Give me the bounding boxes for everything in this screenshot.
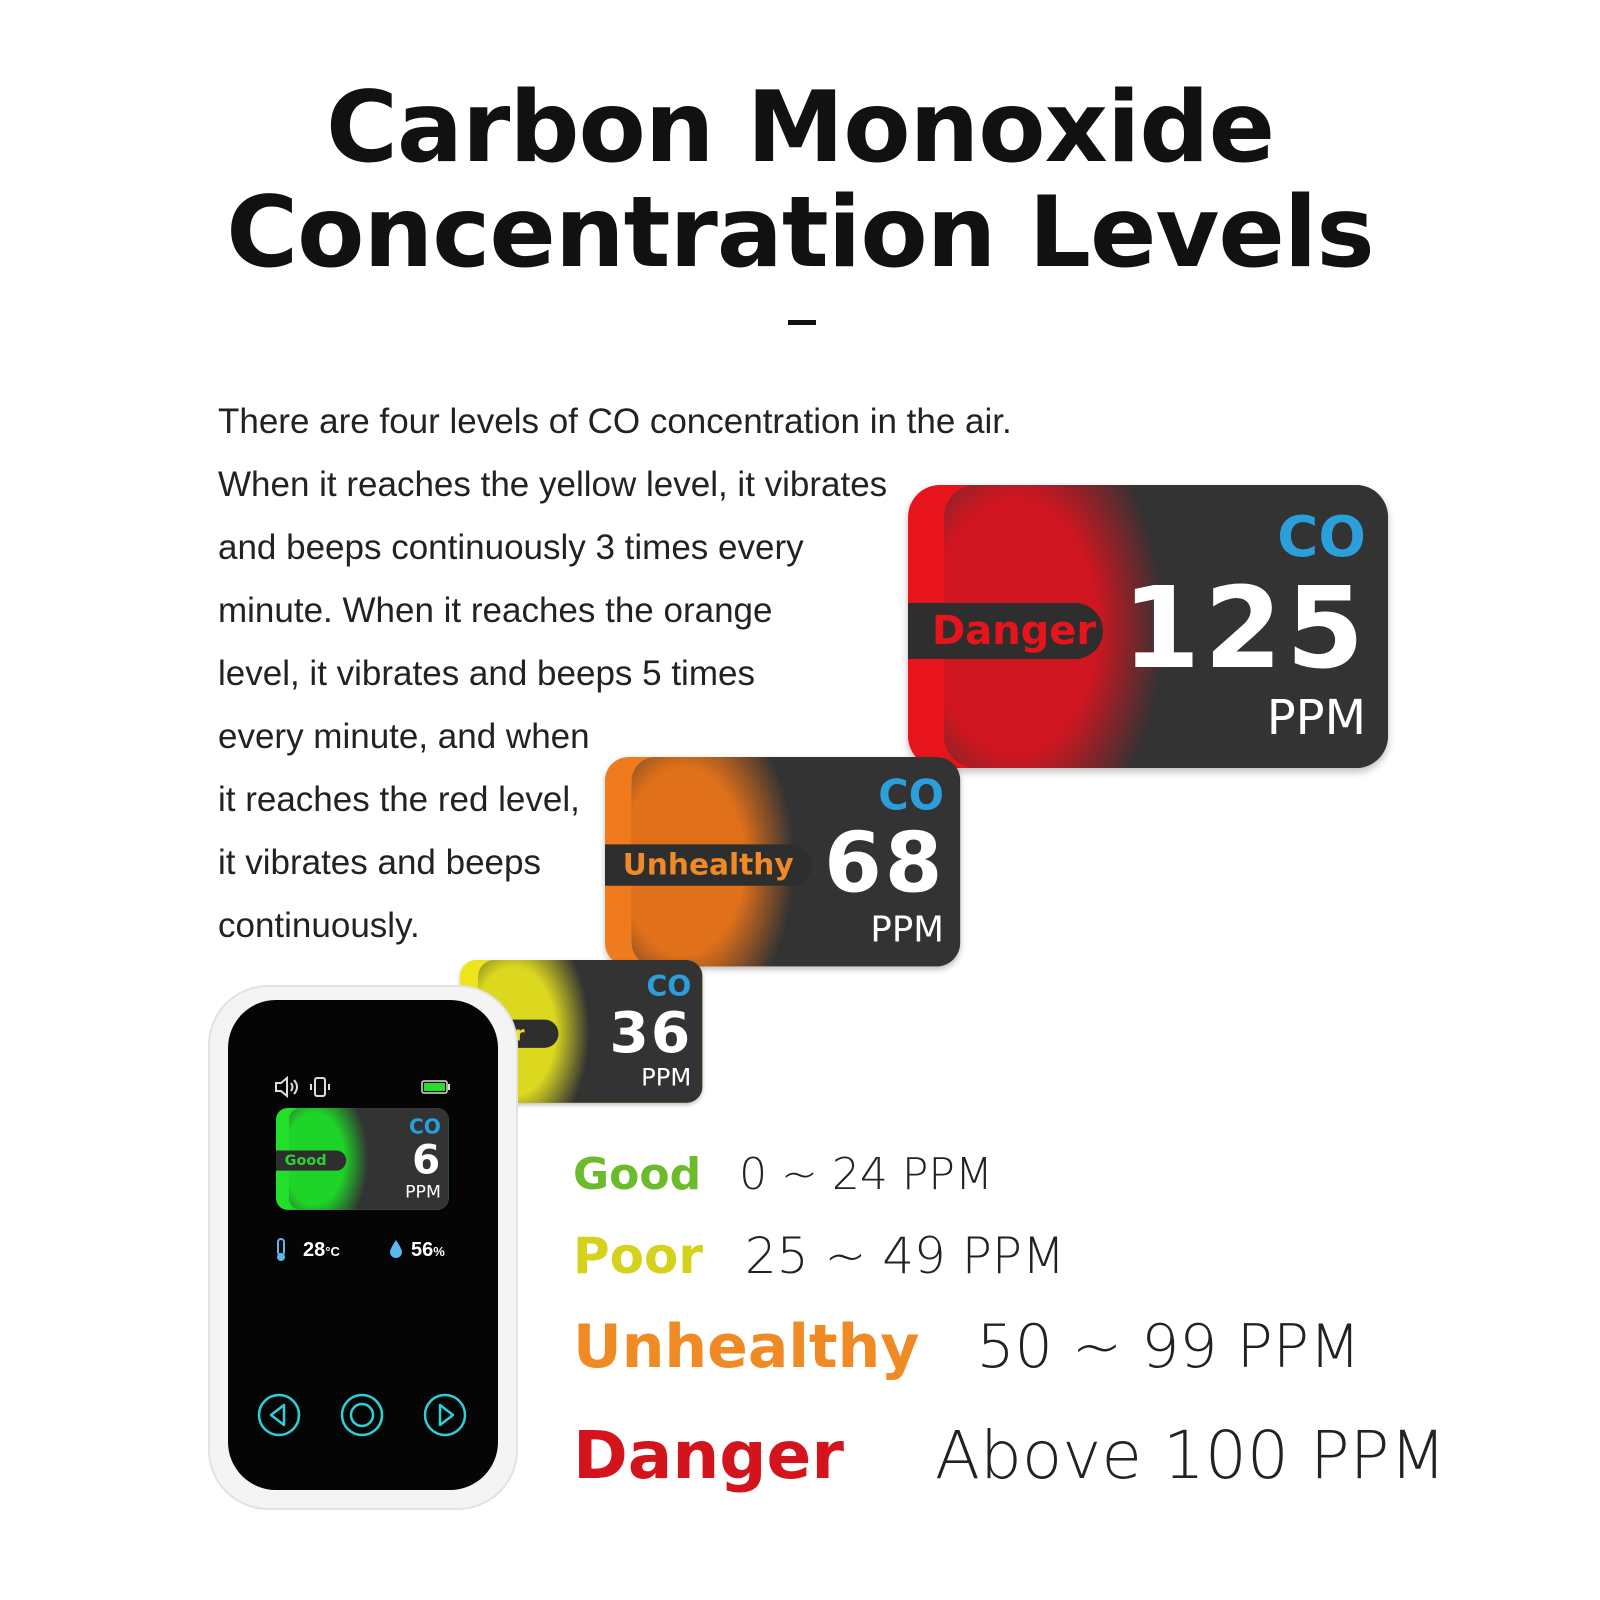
battery-icon xyxy=(421,1080,450,1094)
gas-label: CO xyxy=(1277,505,1366,570)
title-line-1: Carbon Monoxide xyxy=(325,71,1275,185)
temperature-readout: 28°C xyxy=(303,1238,340,1264)
good-card: Good CO 6 PPM xyxy=(276,1108,449,1210)
legend-range: Above 100 PPM xyxy=(934,1417,1447,1494)
thermometer-icon xyxy=(277,1238,285,1261)
unhealthy-card: Unhealthy CO 68 PPM xyxy=(605,757,961,967)
vibrate-icon xyxy=(310,1077,330,1097)
ppm-value: 36 xyxy=(609,999,693,1066)
center-button-icon[interactable] xyxy=(339,1392,385,1438)
left-button-icon[interactable] xyxy=(256,1392,302,1438)
temperature-unit: °C xyxy=(325,1244,340,1259)
unit-label: PPM xyxy=(405,1181,441,1202)
unit-label: PPM xyxy=(641,1063,692,1092)
legend-good: Good 0 ~ 24 PPM xyxy=(573,1149,993,1201)
level-label: Danger xyxy=(908,603,1103,659)
legend-unhealthy: Unhealthy 50 ~ 99 PPM xyxy=(573,1313,1361,1382)
title-divider xyxy=(788,320,816,325)
humidity-unit: % xyxy=(433,1244,445,1259)
legend-level: Poor xyxy=(573,1227,704,1285)
title-line-2: Concentration Levels xyxy=(226,176,1374,290)
description-line: it vibrates and beeps xyxy=(218,843,541,882)
description-line: every minute, and when xyxy=(218,717,590,756)
danger-card: Danger CO 125 PPM xyxy=(908,485,1388,768)
humidity-readout: 56% xyxy=(411,1238,445,1264)
description-line: level, it vibrates and beeps 5 times xyxy=(218,654,755,693)
ppm-value: 68 xyxy=(824,815,946,912)
legend-range: 25 ~ 49 PPM xyxy=(744,1227,1066,1285)
gas-label: CO xyxy=(878,771,944,820)
description-line: minute. When it reaches the orange xyxy=(218,591,773,630)
description-line: and beeps continuously 3 times every xyxy=(218,528,804,567)
temperature-value: 28 xyxy=(303,1239,326,1261)
legend-range: 50 ~ 99 PPM xyxy=(976,1312,1361,1382)
device-screen xyxy=(228,1000,498,1490)
unit-label: PPM xyxy=(870,908,944,951)
description: There are four levels of CO concentratio… xyxy=(218,390,1012,957)
legend-level: Unhealthy xyxy=(573,1312,920,1382)
legend-range: 0 ~ 24 PPM xyxy=(739,1149,993,1200)
ppm-value: 6 xyxy=(412,1136,442,1184)
legend-level: Danger xyxy=(573,1417,844,1494)
droplet-icon xyxy=(390,1240,402,1258)
description-line: continuously. xyxy=(218,906,420,945)
description-line: it reaches the red level, xyxy=(218,780,580,819)
speaker-icon xyxy=(275,1076,298,1098)
gas-label: CO xyxy=(408,1115,441,1139)
gas-label: CO xyxy=(646,970,692,1003)
description-line: There are four levels of CO concentratio… xyxy=(218,402,1012,441)
right-button-icon[interactable] xyxy=(422,1392,468,1438)
legend-level: Good xyxy=(573,1149,702,1200)
legend-danger: Danger Above 100 PPM xyxy=(573,1418,1446,1494)
unit-label: PPM xyxy=(1266,690,1366,746)
humidity-value: 56 xyxy=(411,1239,434,1261)
legend-poor: Poor 25 ~ 49 PPM xyxy=(573,1227,1066,1286)
level-label: Unhealthy xyxy=(605,844,813,886)
description-line: When it reaches the yellow level, it vib… xyxy=(218,465,888,504)
level-label: Good xyxy=(276,1150,347,1171)
ppm-value: 125 xyxy=(1122,564,1368,694)
